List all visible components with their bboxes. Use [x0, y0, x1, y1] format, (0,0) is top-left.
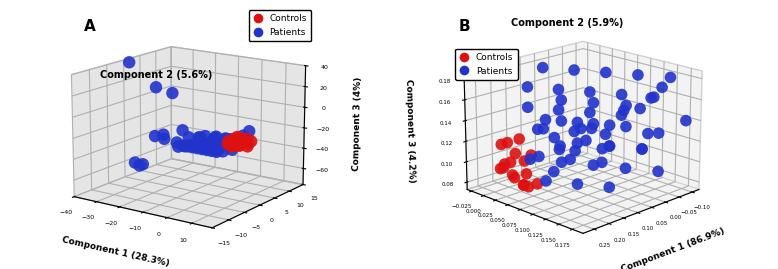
Legend: Controls, Patients: Controls, Patients: [249, 10, 311, 41]
Text: B: B: [458, 19, 470, 34]
X-axis label: Component 1 (86.9%): Component 1 (86.9%): [620, 226, 727, 269]
Text: Component 2 (5.9%): Component 2 (5.9%): [510, 18, 623, 28]
Text: Component 2 (5.6%): Component 2 (5.6%): [100, 70, 212, 80]
Text: A: A: [83, 19, 95, 34]
Legend: Controls, Patients: Controls, Patients: [455, 49, 517, 80]
X-axis label: Component 1 (28.3%): Component 1 (28.3%): [61, 236, 170, 269]
